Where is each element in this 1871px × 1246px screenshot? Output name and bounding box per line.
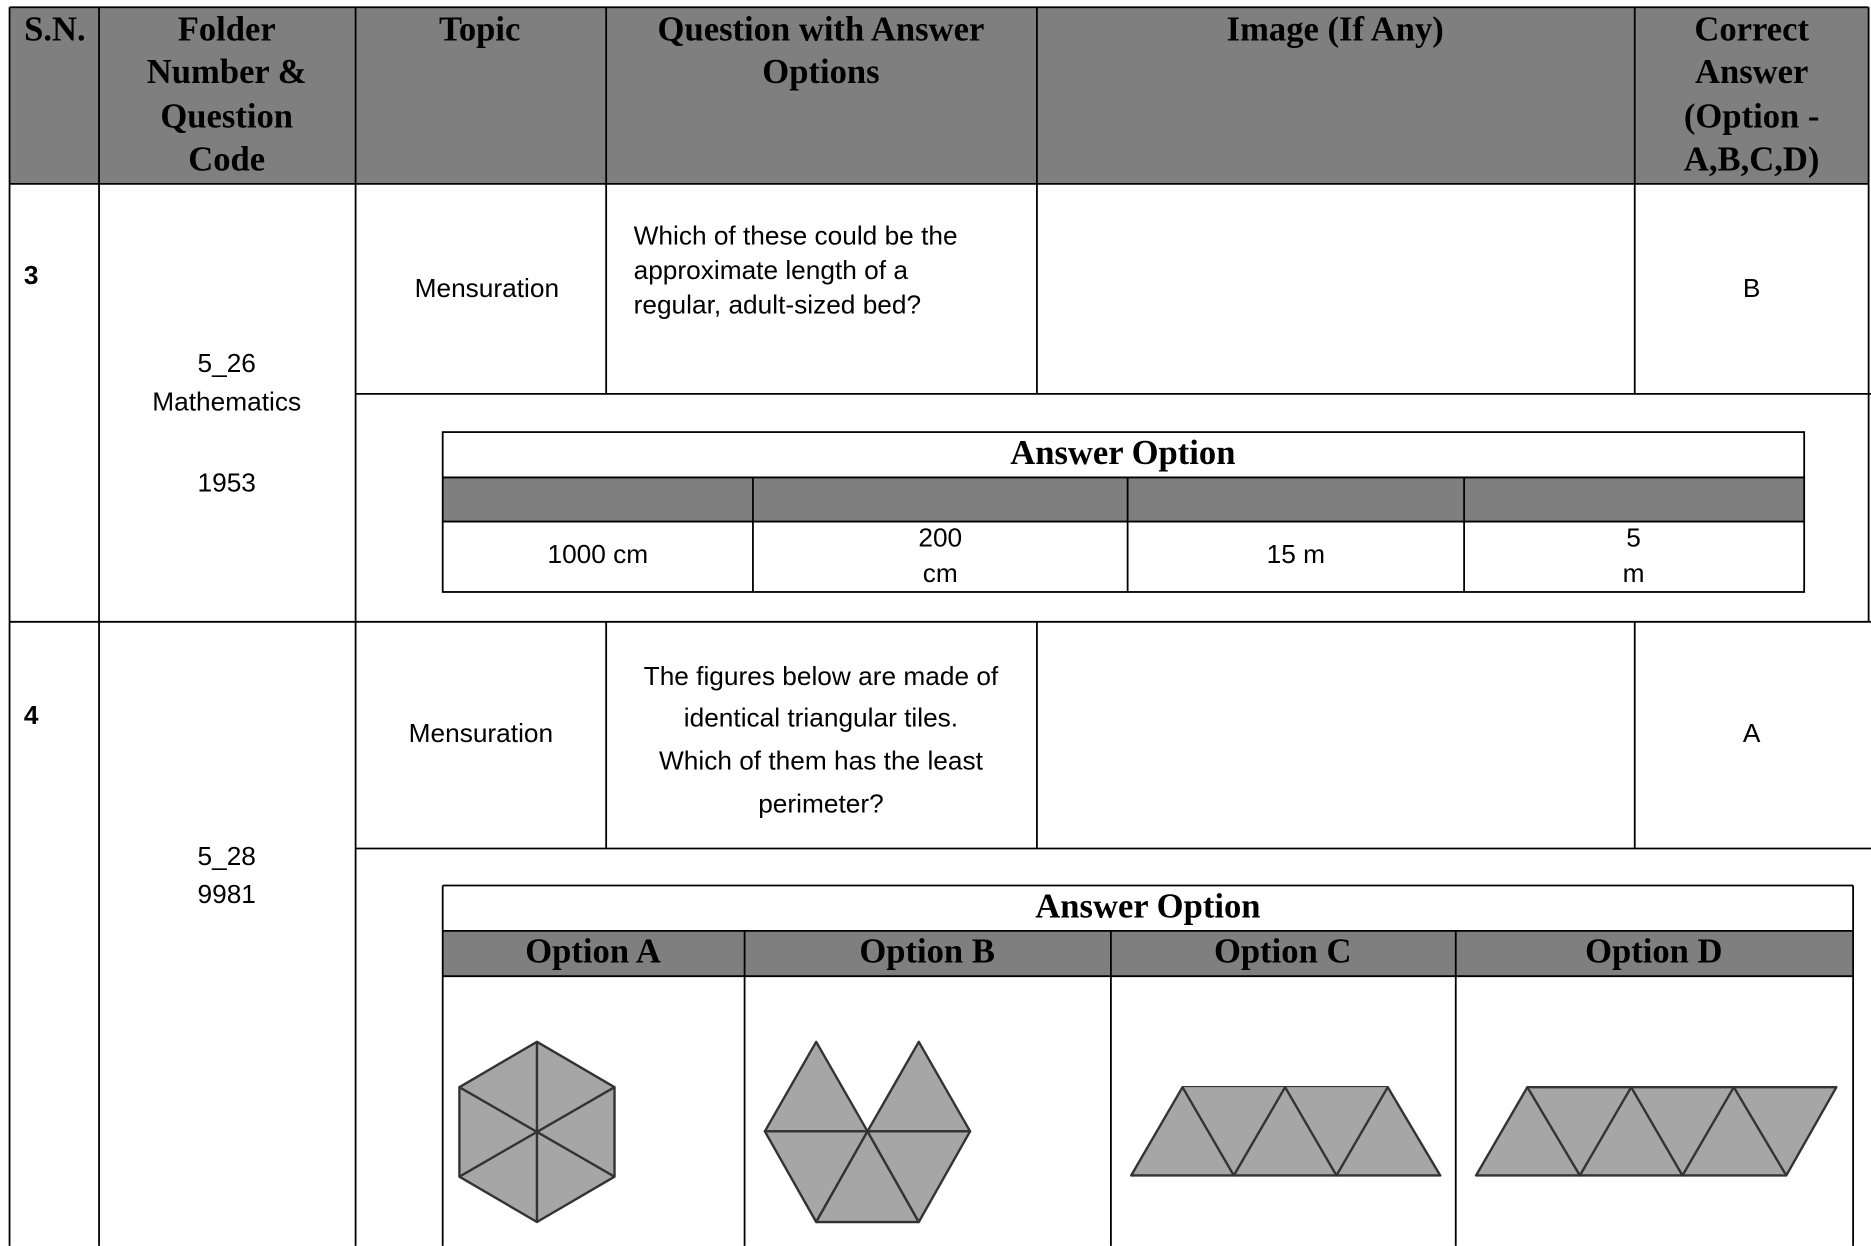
answer-option-value: 5 (1626, 522, 1641, 552)
header-cell: Topic (439, 10, 520, 48)
header-cell: (Option - (1684, 97, 1820, 135)
serial-number: 3 (24, 260, 39, 290)
header-cell: S.N. (24, 10, 86, 48)
header-background (9, 7, 1869, 184)
header-cell: Question (160, 97, 293, 135)
figure-option-c (1129, 1085, 1442, 1177)
serial-number: 4 (24, 700, 39, 730)
answer-option-title: Answer Option (1035, 887, 1260, 925)
correct-answer: A (1743, 718, 1761, 748)
header-cell: Number & (147, 53, 307, 91)
header-cell: Options (762, 53, 879, 91)
topic: Mensuration (415, 273, 559, 303)
header-cell: Image (If Any) (1227, 10, 1444, 48)
header-cell: Code (188, 140, 265, 178)
question-text: The figures below are made of (644, 661, 999, 691)
answer-option-value: m (1623, 558, 1645, 588)
figure-option-a (458, 1040, 616, 1224)
header-cell: Folder (178, 10, 276, 48)
question-text: Which of these could be the (634, 221, 958, 251)
folder-code: 5_28 (198, 841, 256, 871)
folder-code: 1953 (198, 468, 256, 498)
answer-option-value: 200 (918, 522, 962, 552)
answer-option-value: 1000 cm (547, 539, 648, 569)
answer-table-2 (441, 884, 1854, 1246)
answer-option-value: 15 m (1267, 539, 1325, 569)
correct-answer: B (1743, 273, 1761, 303)
question-text: approximate length of a (634, 255, 909, 285)
answer-option-title: Answer Option (1010, 434, 1235, 472)
figure-option-d (1474, 1085, 1838, 1177)
answer-option-header: Option D (1585, 933, 1722, 971)
question-text: regular, adult-sized bed? (634, 290, 921, 320)
header-cell: Answer (1695, 53, 1808, 91)
answer-table-1 (441, 431, 1806, 593)
question-text: Which of them has the least (659, 746, 984, 776)
answer-option-header: Option C (1214, 933, 1351, 971)
header-cell: Correct (1694, 10, 1809, 48)
question-text: identical triangular tiles. (684, 703, 958, 733)
table-borders (8, 6, 1871, 1246)
question-text: perimeter? (758, 789, 883, 819)
answer-option-header: Option B (859, 933, 995, 971)
answer-option-value: cm (923, 558, 958, 588)
header-cell: Question with Answer (658, 10, 985, 48)
folder-code: Mathematics (152, 386, 301, 416)
topic: Mensuration (409, 718, 553, 748)
figure-option-b (763, 1040, 972, 1224)
folder-code: 9981 (198, 879, 256, 909)
folder-code: 5_26 (198, 348, 256, 378)
answer-option-header: Option A (525, 933, 661, 971)
header-cell: A,B,C,D) (1684, 140, 1820, 178)
